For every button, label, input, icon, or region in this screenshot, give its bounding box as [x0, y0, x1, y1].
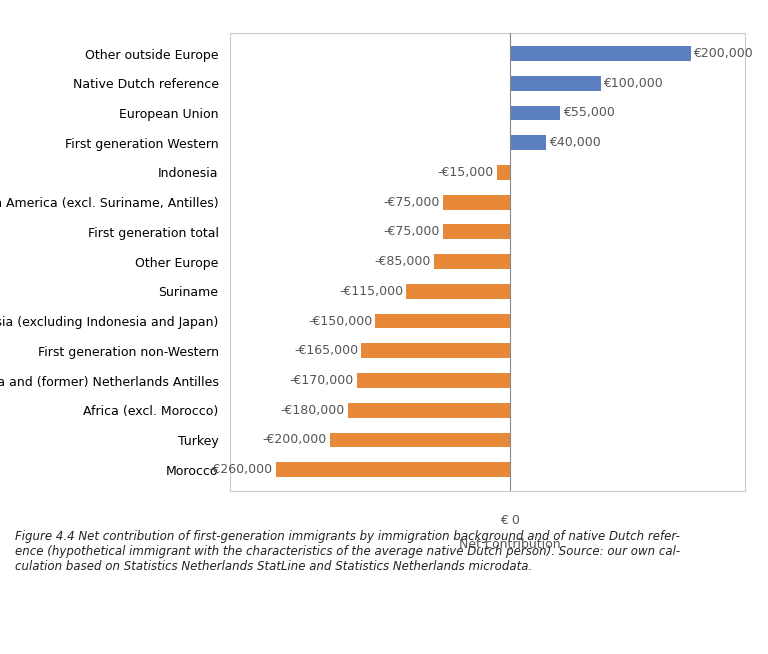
Text: €40,000: €40,000 [549, 136, 601, 149]
Bar [510, 46, 690, 61]
Bar [510, 76, 601, 91]
Bar [361, 343, 510, 358]
Text: €100,000: €100,000 [603, 77, 663, 90]
Bar [442, 224, 510, 239]
Bar [510, 135, 546, 150]
Text: €55,000: €55,000 [563, 107, 614, 120]
Text: -€85,000: -€85,000 [375, 255, 431, 268]
Text: -€180,000: -€180,000 [281, 404, 345, 417]
Bar [357, 373, 510, 388]
Text: -€15,000: -€15,000 [438, 166, 494, 179]
Bar [348, 403, 510, 418]
Bar [276, 462, 510, 477]
Text: -€260,000: -€260,000 [209, 463, 273, 476]
Bar [375, 314, 510, 328]
Text: -€115,000: -€115,000 [339, 285, 404, 298]
Text: -€150,000: -€150,000 [308, 315, 372, 328]
Text: -€200,000: -€200,000 [263, 434, 327, 447]
Bar [406, 284, 510, 299]
Text: €200,000: €200,000 [694, 47, 753, 60]
Text: -€165,000: -€165,000 [294, 344, 359, 357]
Bar [497, 165, 510, 180]
Bar [510, 105, 560, 120]
Bar [433, 254, 510, 269]
Text: -€75,000: -€75,000 [383, 196, 440, 209]
Bar [442, 195, 510, 209]
Text: Net contribution: Net contribution [459, 538, 561, 551]
Bar [329, 432, 510, 447]
Text: -€75,000: -€75,000 [383, 226, 440, 238]
Text: Figure 4.4 Net contribution of first-generation immigrants by immigration backgr: Figure 4.4 Net contribution of first-gen… [15, 530, 680, 573]
Text: € 0: € 0 [500, 514, 520, 527]
Text: -€170,000: -€170,000 [290, 374, 354, 387]
